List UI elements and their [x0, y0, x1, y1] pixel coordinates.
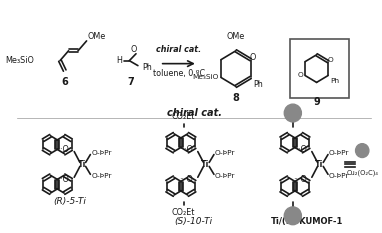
Text: (R)-5-Ti: (R)-5-Ti [53, 198, 86, 206]
Text: ···O: ···O [293, 145, 307, 154]
Text: O: O [131, 45, 137, 54]
Text: O-ϷPr: O-ϷPr [215, 150, 235, 156]
Text: OMe: OMe [227, 32, 245, 41]
Text: 6: 6 [62, 77, 68, 87]
Text: O: O [327, 57, 333, 63]
Circle shape [284, 207, 301, 225]
Text: O-ϷPr: O-ϷPr [215, 173, 235, 179]
Text: Ph: Ph [142, 63, 152, 72]
Text: Cu₂(O₂C)₄: Cu₂(O₂C)₄ [346, 169, 378, 176]
Text: O-ϷPr: O-ϷPr [91, 150, 112, 156]
Text: toluene, 0 ºC: toluene, 0 ºC [153, 69, 205, 78]
Circle shape [284, 104, 301, 122]
Text: O-ϷPr: O-ϷPr [329, 173, 350, 179]
Text: (S)-10-Ti: (S)-10-Ti [174, 217, 212, 226]
Text: OMe: OMe [87, 32, 106, 41]
Text: ···O: ···O [56, 175, 70, 184]
Text: Ti: Ti [315, 160, 324, 169]
Text: 9: 9 [313, 97, 320, 107]
Text: CO₂Et: CO₂Et [172, 208, 195, 217]
Text: ···O: ···O [56, 145, 70, 154]
Text: O-ϷPr: O-ϷPr [329, 150, 350, 156]
Text: H: H [116, 56, 122, 65]
Text: chiral cat.: chiral cat. [156, 45, 201, 54]
Text: chiral cat.: chiral cat. [167, 108, 222, 118]
Text: O: O [249, 53, 256, 62]
Text: ···O: ···O [179, 175, 193, 184]
Text: Ti/(S)-KUMOF-1: Ti/(S)-KUMOF-1 [271, 217, 343, 226]
Text: O: O [298, 72, 303, 79]
Text: Me₃SiO: Me₃SiO [192, 75, 218, 80]
Text: Ph: Ph [330, 79, 339, 84]
Text: O-ϷPr: O-ϷPr [91, 173, 112, 179]
Text: 8: 8 [232, 93, 239, 103]
Text: CO₂Et: CO₂Et [172, 112, 195, 121]
Text: ···O: ···O [179, 145, 193, 154]
Text: 7: 7 [127, 77, 134, 87]
Text: Ph: Ph [254, 80, 263, 89]
Text: Me₃SiO: Me₃SiO [5, 56, 34, 65]
Circle shape [356, 144, 369, 158]
Text: ···O: ···O [293, 175, 307, 184]
Bar [290, 39, 349, 98]
Text: Ti: Ti [78, 160, 86, 169]
Text: Ti: Ti [201, 160, 210, 169]
